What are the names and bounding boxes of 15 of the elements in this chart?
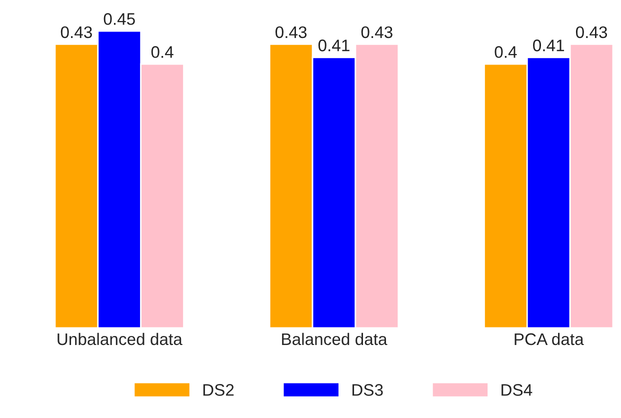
data-label: 0.43 (60, 26, 92, 38)
legend-label: DS4 (502, 384, 532, 396)
data-label: 0.43 (576, 26, 608, 38)
legend-label: DS2 (203, 384, 234, 396)
x-tick-label: PCA data (514, 332, 584, 346)
legend-label: DS3 (352, 384, 383, 396)
x-tick-label: Unbalanced data (58, 332, 182, 346)
data-label: 0.41 (533, 40, 564, 52)
data-label: 0.43 (361, 26, 392, 38)
data-label: 0.41 (318, 40, 350, 52)
data-label: 0.45 (104, 13, 135, 25)
data-label: 0.4 (151, 46, 174, 58)
x-tick-label: Balanced data (282, 332, 388, 346)
data-label: 0.43 (276, 26, 307, 38)
data-label: 0.4 (494, 46, 517, 58)
